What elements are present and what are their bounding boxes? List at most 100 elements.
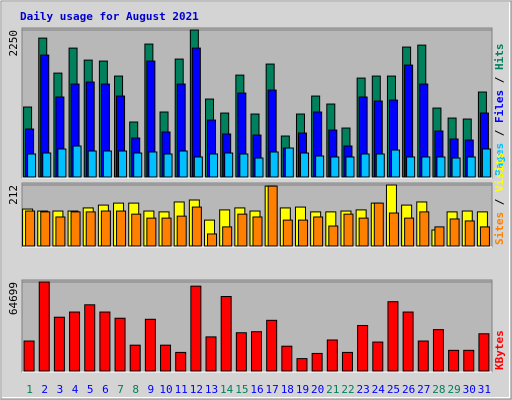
bar — [281, 345, 293, 372]
x-tick-label: 27 — [417, 383, 430, 396]
bar — [99, 311, 111, 372]
bar — [254, 157, 264, 178]
bar — [144, 318, 156, 372]
bar — [205, 336, 217, 372]
legend: Sites / Visits — [493, 152, 506, 245]
legend-entry: Hits — [493, 44, 506, 71]
bar — [390, 149, 400, 178]
x-tick-label: 22 — [341, 383, 354, 396]
bar — [315, 155, 325, 178]
x-tick-label: 30 — [463, 383, 476, 396]
x-tick-label: 31 — [478, 383, 491, 396]
bar — [176, 215, 187, 247]
x-tick-label: 23 — [357, 383, 370, 396]
bar — [53, 316, 65, 372]
bar — [313, 216, 324, 247]
bar — [114, 317, 126, 372]
x-tick-label: 26 — [402, 383, 415, 396]
bar — [87, 150, 97, 178]
bar — [27, 153, 37, 178]
bar — [146, 217, 157, 247]
bar — [343, 213, 354, 247]
bar — [118, 150, 128, 178]
bar — [436, 156, 446, 178]
bar — [421, 156, 431, 178]
bar — [372, 341, 384, 372]
x-tick-label: 10 — [159, 383, 172, 396]
bar — [466, 156, 476, 178]
bar — [311, 352, 323, 372]
bar — [451, 157, 461, 178]
bar — [178, 150, 188, 178]
bar — [267, 185, 278, 247]
bar — [72, 145, 82, 178]
x-tick-label: 11 — [175, 383, 188, 396]
x-tick-label: 19 — [296, 383, 309, 396]
bar — [252, 216, 263, 247]
x-tick-label: 20 — [311, 383, 324, 396]
x-tick-label: 13 — [205, 383, 218, 396]
x-tick-label: 21 — [326, 383, 339, 396]
x-tick-label: 5 — [87, 383, 94, 396]
x-tick-label: 25 — [387, 383, 400, 396]
bar — [70, 211, 81, 247]
bar — [387, 301, 399, 372]
bar — [284, 147, 294, 178]
x-tick-label: 29 — [447, 383, 460, 396]
bar — [266, 319, 278, 372]
x-tick-label: 18 — [281, 383, 294, 396]
bar — [57, 148, 67, 178]
bar — [224, 152, 234, 178]
x-tick-label: 24 — [372, 383, 386, 396]
bar — [237, 213, 248, 247]
legend-entry: Visits — [493, 152, 506, 192]
bar — [148, 151, 158, 178]
bar — [449, 218, 460, 247]
bar — [297, 219, 308, 247]
legend: Pages / Files / Hits — [493, 44, 506, 177]
x-tick-label: 14 — [220, 383, 234, 396]
bar — [357, 324, 369, 372]
bar — [235, 332, 247, 372]
bar — [402, 311, 414, 372]
bar — [360, 153, 370, 178]
bar — [102, 150, 112, 178]
bar — [222, 226, 233, 247]
bar — [464, 220, 475, 247]
bar — [131, 213, 142, 247]
bar — [133, 152, 143, 178]
legend-entry: Pages — [493, 143, 506, 176]
legend-entry: KBytes — [493, 330, 506, 370]
bar — [330, 156, 340, 178]
x-tick-label: 12 — [190, 383, 203, 396]
bar — [193, 156, 203, 178]
bar — [358, 217, 369, 247]
bar — [25, 210, 36, 247]
chart-title: Daily usage for August 2021 — [20, 10, 199, 23]
x-tick-label: 28 — [432, 383, 445, 396]
x-tick-label: 1 — [26, 383, 33, 396]
bar — [40, 211, 51, 247]
bar — [239, 153, 249, 178]
bar — [388, 212, 399, 247]
x-tick-label: 3 — [57, 383, 64, 396]
bar — [163, 153, 173, 178]
bar — [282, 219, 293, 247]
x-tick-label: 8 — [132, 383, 139, 396]
bar — [481, 148, 491, 178]
y-tick-label: 64699 — [7, 282, 20, 315]
x-tick-label: 16 — [250, 383, 263, 396]
bar — [129, 344, 141, 372]
bar — [296, 358, 308, 372]
bar — [269, 151, 279, 178]
bar — [38, 281, 50, 372]
legend: KBytes — [493, 330, 506, 370]
bar — [375, 153, 385, 178]
legend-entry: Files — [493, 90, 506, 123]
bar — [419, 211, 430, 247]
bar — [116, 210, 127, 247]
bar — [23, 340, 35, 372]
x-tick-label: 7 — [117, 383, 124, 396]
x-tick-label: 6 — [102, 383, 109, 396]
